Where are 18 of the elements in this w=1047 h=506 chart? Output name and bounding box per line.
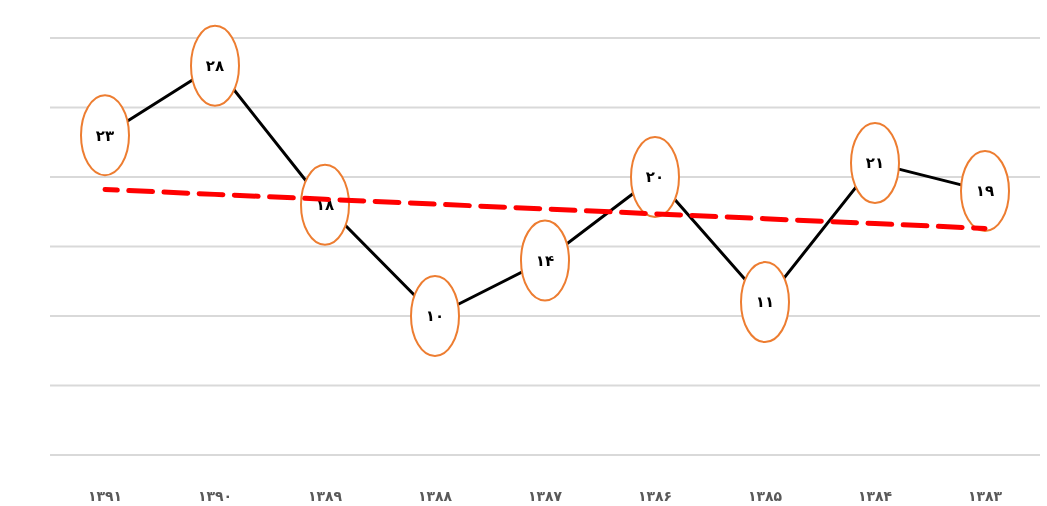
data-label: ۲۱ [865,154,885,173]
data-label: ۲۰ [645,168,665,187]
data-label: ۱۰ [425,307,445,326]
x-tick-label: ۱۳۸۹ [307,487,343,504]
data-label: ۱۱ [755,293,775,312]
x-tick-label: ۱۳۸۸ [417,487,453,504]
x-tick-label: ۱۳۸۳ [967,487,1003,504]
data-label: ۱۹ [975,182,995,201]
data-label: ۲۳ [95,126,115,145]
data-label: ۲۸ [205,57,225,76]
x-tick-label: ۱۳۸۵ [747,487,783,504]
x-tick-label: ۱۳۹۱ [87,487,123,504]
x-tick-label: ۱۳۸۷ [527,487,563,504]
x-tick-label: ۱۳۹۰ [197,487,233,504]
x-tick-label: ۱۳۸۴ [857,487,893,504]
data-label: ۱۴ [535,251,555,270]
data-label: ۱۸ [315,196,335,215]
x-tick-label: ۱۳۸۶ [637,487,673,504]
